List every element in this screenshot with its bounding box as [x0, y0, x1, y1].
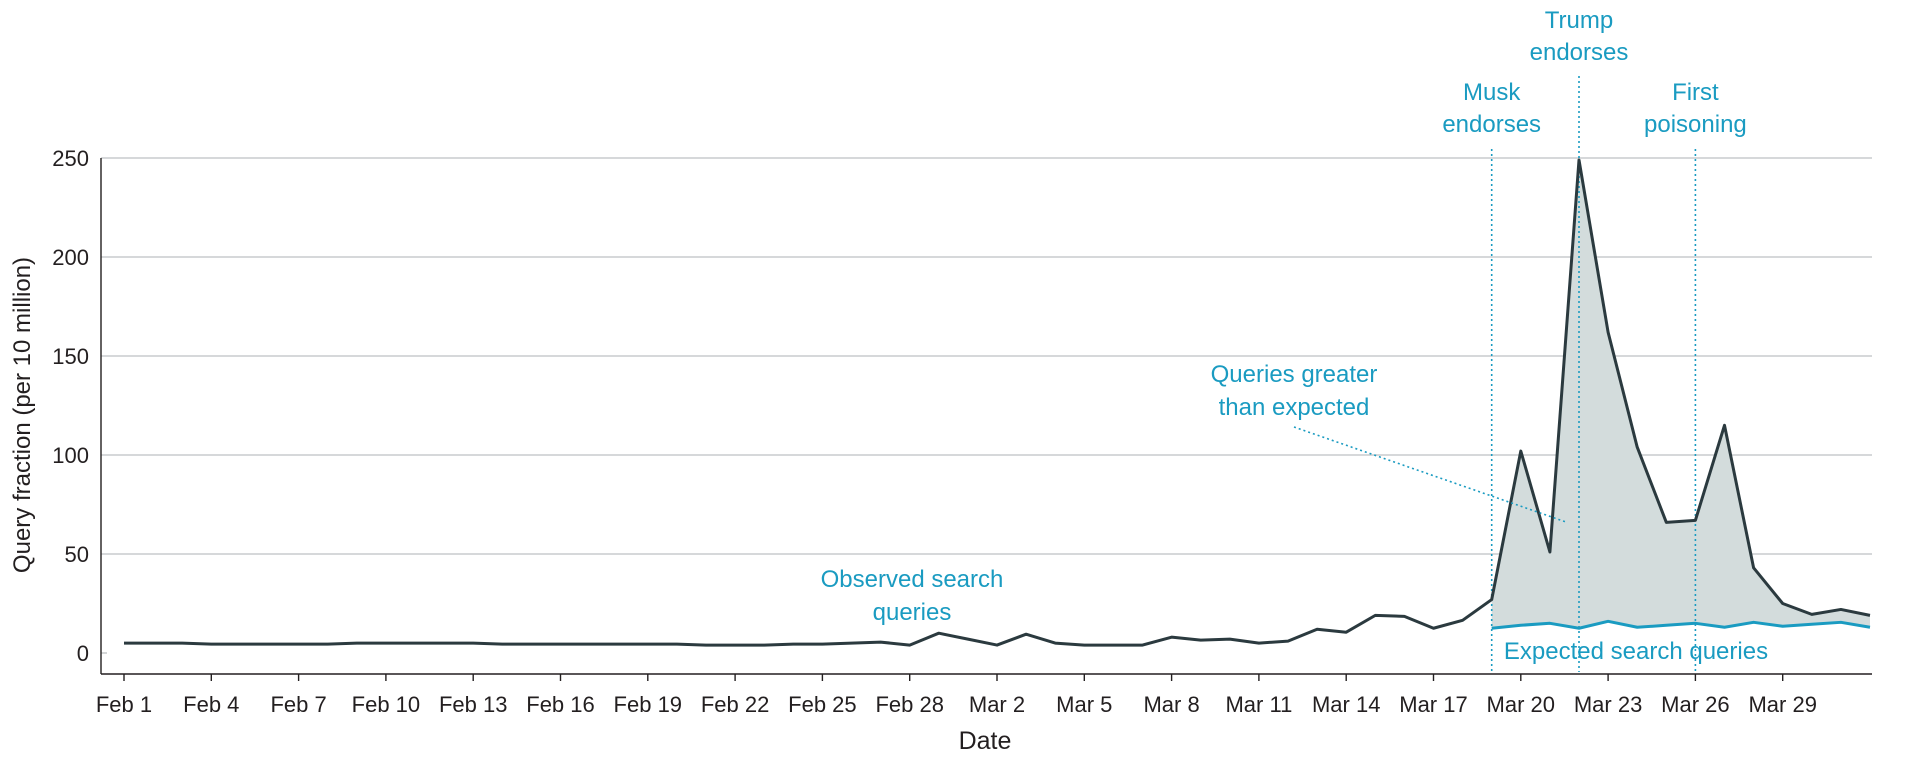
x-tick-label: Feb 1	[96, 692, 152, 717]
x-axis-label: Date	[959, 727, 1012, 755]
observed-series-line	[124, 158, 1871, 647]
excess-area	[1491, 159, 1870, 629]
x-tick-label: Mar 29	[1748, 692, 1816, 717]
axes-group: 0 50 100 150 200 250 Feb 1 Feb 4 Feb 7 Feb 10 Feb …	[52, 146, 1872, 717]
x-tick-label: Mar 26	[1661, 692, 1729, 717]
excess-area-group	[1491, 159, 1870, 629]
excess-area-label: Queries greater	[1211, 361, 1378, 388]
x-tick-label: Feb 28	[875, 692, 944, 717]
excess-area-label: than expected	[1219, 394, 1370, 421]
x-tick-label: Mar 8	[1143, 692, 1199, 717]
x-tick-label: Mar 14	[1312, 692, 1380, 717]
y-tick-label: 250	[52, 146, 89, 171]
x-tick-label: Mar 5	[1056, 692, 1112, 717]
x-tick-label: Mar 11	[1225, 692, 1292, 717]
event-label: First	[1672, 79, 1719, 106]
x-tick-label: Feb 4	[183, 692, 239, 717]
x-tick-label: Feb 22	[701, 692, 770, 717]
y-tick-label: 150	[52, 344, 89, 369]
series-group	[124, 158, 1871, 647]
x-tick-label: Feb 16	[526, 692, 595, 717]
expected-series-label: Expected search queries	[1504, 638, 1768, 665]
y-tick-label: 200	[52, 245, 89, 270]
x-tick-label: Feb 13	[439, 692, 508, 717]
x-tick-label: Mar 2	[969, 692, 1025, 717]
annotation-labels-group: Musk endorses Trump endorses First poisoning O…	[821, 7, 1768, 665]
x-tick-label: Feb 7	[270, 692, 326, 717]
x-tick-label: Feb 25	[788, 692, 857, 717]
event-label: poisoning	[1644, 111, 1747, 138]
excess-leader-line	[1293, 426, 1567, 523]
event-label: Musk	[1463, 79, 1521, 106]
x-tick-label: Mar 20	[1487, 692, 1555, 717]
expected-series-line	[1491, 619, 1871, 630]
x-tick-label: Mar 23	[1574, 692, 1642, 717]
event-lines-group	[1490, 76, 1697, 672]
observed-series-label: queries	[873, 599, 952, 626]
event-label: Trump	[1545, 7, 1613, 34]
y-tick-label: 0	[77, 641, 89, 666]
event-label: endorses	[1442, 111, 1541, 138]
y-tick-label: 50	[65, 542, 89, 567]
x-tick-label: Mar 17	[1399, 692, 1467, 717]
y-tick-label: 100	[52, 443, 89, 468]
x-tick-label: Feb 19	[614, 692, 683, 717]
y-axis-label: Query fraction (per 10 million)	[9, 257, 36, 573]
observed-series-label: Observed search	[821, 566, 1004, 593]
x-tick-label: Feb 10	[352, 692, 421, 717]
event-label: endorses	[1530, 39, 1629, 66]
